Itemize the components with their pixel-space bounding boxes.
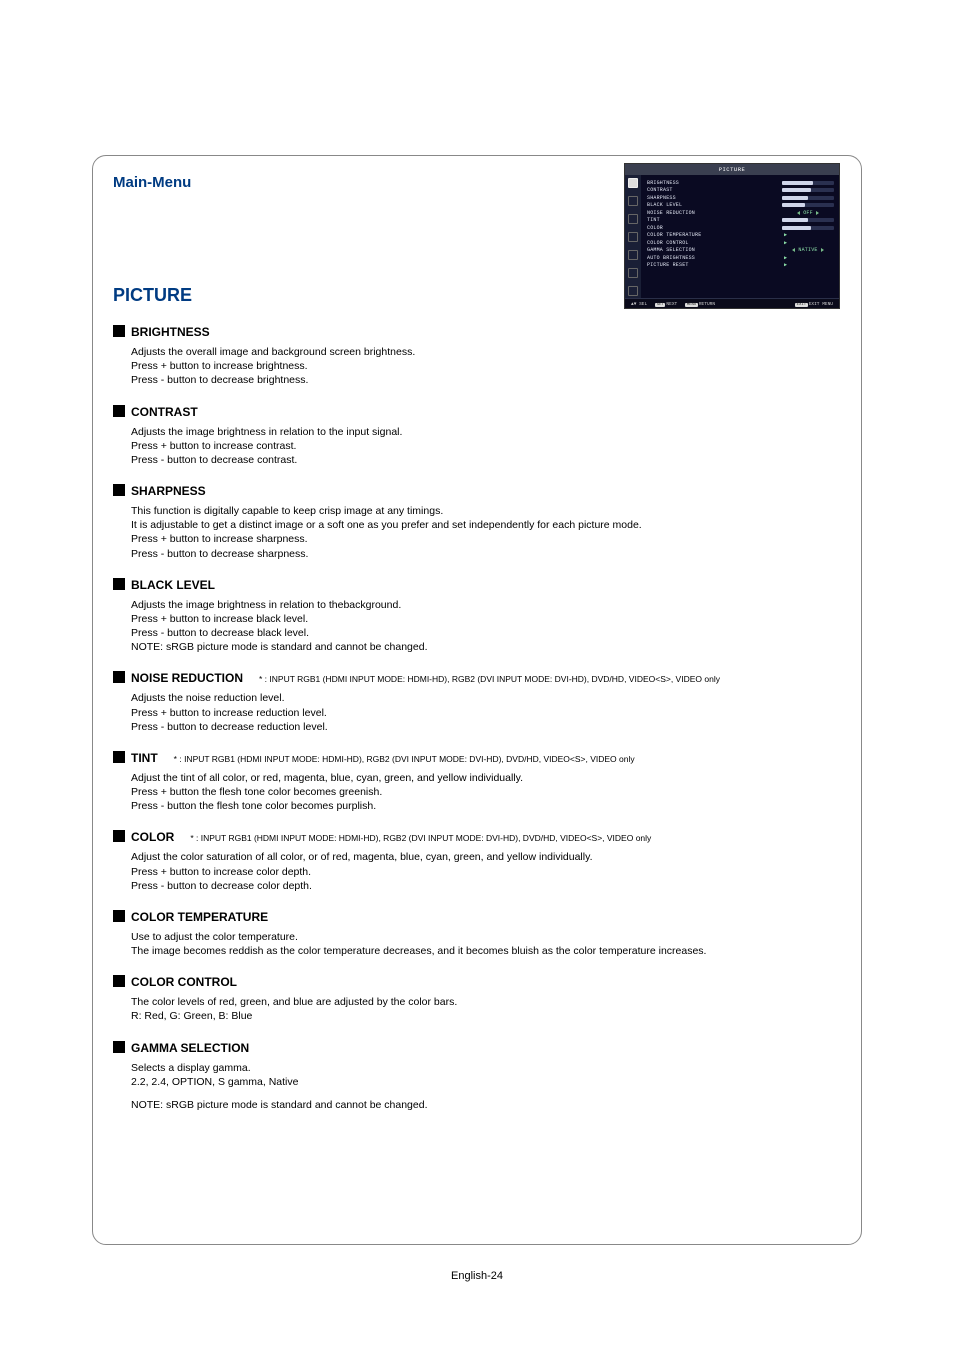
section-header: NOISE REDUCTION * : INPUT RGB1 (HDMI INP… xyxy=(113,670,839,685)
section-header: SHARPNESS xyxy=(113,483,839,498)
section-body: This function is digitally capable to ke… xyxy=(131,504,839,561)
section-body: Adjust the color saturation of all color… xyxy=(131,850,839,893)
section-title: BRIGHTNESS xyxy=(131,325,210,339)
body-line: Press + button the flesh tone color beco… xyxy=(131,785,839,799)
section-note: * : INPUT RGB1 (HDMI INPUT MODE: HDMI-HD… xyxy=(190,833,651,843)
section-header: BRIGHTNESS xyxy=(113,324,839,339)
section-body: Adjust the tint of all color, or red, ma… xyxy=(131,771,839,814)
body-line: Adjusts the image brightness in relation… xyxy=(131,598,839,612)
body-line: Adjusts the image brightness in relation… xyxy=(131,425,839,439)
section-title: NOISE REDUCTION xyxy=(131,671,243,685)
bullet-icon xyxy=(113,578,125,590)
body-line: 2.2, 2.4, OPTION, S gamma, Native xyxy=(131,1075,839,1089)
section-title: GAMMA SELECTION xyxy=(131,1041,249,1055)
section-tint: TINT * : INPUT RGB1 (HDMI INPUT MODE: HD… xyxy=(113,750,839,814)
body-line: Use to adjust the color temperature. xyxy=(131,930,839,944)
section-body: Adjusts the overall image and background… xyxy=(131,345,839,388)
body-line: Press - button to decrease reduction lev… xyxy=(131,720,839,734)
section-title: BLACK LEVEL xyxy=(131,578,215,592)
body-line: Press + button to increase reduction lev… xyxy=(131,706,839,720)
body-line: Adjust the color saturation of all color… xyxy=(131,850,839,864)
body-line: It is adjustable to get a distinct image… xyxy=(131,518,839,532)
bullet-icon xyxy=(113,484,125,496)
main-menu-heading: Main-Menu xyxy=(113,174,839,191)
section-header: CONTRAST xyxy=(113,404,839,419)
body-line: Adjusts the noise reduction level. xyxy=(131,691,839,705)
section-noise: NOISE REDUCTION * : INPUT RGB1 (HDMI INP… xyxy=(113,670,839,734)
section-title: COLOR CONTROL xyxy=(131,975,237,989)
body-line: The image becomes reddish as the color t… xyxy=(131,944,839,958)
section-body: The color levels of red, green, and blue… xyxy=(131,995,839,1023)
section-gamma: GAMMA SELECTION Selects a display gamma.… xyxy=(113,1040,839,1111)
page-frame: Main-Menu PICTURE BRIGHTNESS Adjusts the… xyxy=(92,155,862,1245)
section-colorctrl: COLOR CONTROL The color levels of red, g… xyxy=(113,974,839,1023)
bullet-icon xyxy=(113,910,125,922)
body-line: The color levels of red, green, and blue… xyxy=(131,995,839,1009)
section-blacklevel: BLACK LEVEL Adjusts the image brightness… xyxy=(113,577,839,655)
body-line: Press - button to decrease contrast. xyxy=(131,453,839,467)
body-line: Press + button to increase sharpness. xyxy=(131,532,839,546)
body-line: This function is digitally capable to ke… xyxy=(131,504,839,518)
section-sharpness: SHARPNESS This function is digitally cap… xyxy=(113,483,839,561)
section-color: COLOR * : INPUT RGB1 (HDMI INPUT MODE: H… xyxy=(113,829,839,893)
body-line: Press - button to decrease black level. xyxy=(131,626,839,640)
section-body: Use to adjust the color temperature. The… xyxy=(131,930,839,958)
section-body: Adjusts the noise reduction level. Press… xyxy=(131,691,839,734)
bullet-icon xyxy=(113,325,125,337)
body-line: Press + button to increase brightness. xyxy=(131,359,839,373)
body-line: Press + button to increase black level. xyxy=(131,612,839,626)
body-line: Adjust the tint of all color, or red, ma… xyxy=(131,771,839,785)
section-title: SHARPNESS xyxy=(131,484,206,498)
bullet-icon xyxy=(113,405,125,417)
section-header: COLOR CONTROL xyxy=(113,974,839,989)
body-line: Press - button to decrease brightness. xyxy=(131,373,839,387)
section-note: * : INPUT RGB1 (HDMI INPUT MODE: HDMI-HD… xyxy=(259,674,720,684)
section-header: COLOR * : INPUT RGB1 (HDMI INPUT MODE: H… xyxy=(113,829,839,844)
picture-heading: PICTURE xyxy=(113,285,839,306)
section-body: Adjusts the image brightness in relation… xyxy=(131,598,839,655)
body-line: Press + button to increase contrast. xyxy=(131,439,839,453)
bullet-icon xyxy=(113,751,125,763)
bullet-icon xyxy=(113,1041,125,1053)
section-header: GAMMA SELECTION xyxy=(113,1040,839,1055)
section-contrast: CONTRAST Adjusts the image brightness in… xyxy=(113,404,839,468)
section-title: COLOR TEMPERATURE xyxy=(131,910,268,924)
section-title: TINT xyxy=(131,751,158,765)
section-brightness: BRIGHTNESS Adjusts the overall image and… xyxy=(113,324,839,388)
section-title: CONTRAST xyxy=(131,405,198,419)
body-line: Adjusts the overall image and background… xyxy=(131,345,839,359)
section-header: COLOR TEMPERATURE xyxy=(113,909,839,924)
section-note: * : INPUT RGB1 (HDMI INPUT MODE: HDMI-HD… xyxy=(174,754,635,764)
body-line: Press + button to increase color depth. xyxy=(131,865,839,879)
section-header: TINT * : INPUT RGB1 (HDMI INPUT MODE: HD… xyxy=(113,750,839,765)
section-body: Selects a display gamma. 2.2, 2.4, OPTIO… xyxy=(131,1061,839,1089)
section-header: BLACK LEVEL xyxy=(113,577,839,592)
section-title: COLOR xyxy=(131,830,174,844)
body-line: Press - button to decrease sharpness. xyxy=(131,547,839,561)
page-number: English-24 xyxy=(0,1270,954,1282)
bullet-icon xyxy=(113,830,125,842)
section-body: Adjusts the image brightness in relation… xyxy=(131,425,839,468)
body-line: Press - button to decrease color depth. xyxy=(131,879,839,893)
body-line: R: Red, G: Green, B: Blue xyxy=(131,1009,839,1023)
body-line: Selects a display gamma. xyxy=(131,1061,839,1075)
bullet-icon xyxy=(113,975,125,987)
body-line: Press - button the flesh tone color beco… xyxy=(131,799,839,813)
body-line: NOTE: sRGB picture mode is standard and … xyxy=(131,640,839,654)
section-colortemp: COLOR TEMPERATURE Use to adjust the colo… xyxy=(113,909,839,958)
bullet-icon xyxy=(113,671,125,683)
gamma-note: NOTE: sRGB picture mode is standard and … xyxy=(131,1099,839,1111)
